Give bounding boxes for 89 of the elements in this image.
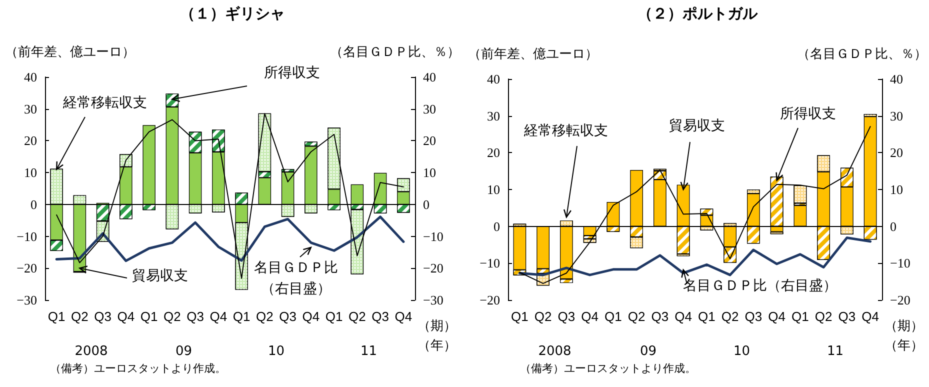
- text: 2008: [74, 344, 108, 359]
- text: 11: [360, 344, 378, 359]
- x-tick-label: Q3: [651, 309, 669, 324]
- x-tick-label: Q1: [792, 309, 809, 324]
- y2-axis-title: （名目ＧＤＰ比、％）: [330, 45, 460, 60]
- y-tick-label: −20: [16, 260, 37, 276]
- x-tick-label: Q4: [862, 309, 879, 324]
- text: 09: [175, 344, 192, 359]
- text: （備考）ユーロスタットより作成。: [520, 362, 696, 375]
- x-tick-label: Q2: [256, 309, 274, 324]
- y2-tick-label: −30: [423, 292, 444, 308]
- y2-tick-label: 20: [890, 145, 903, 160]
- x-tick-label: Q4: [581, 309, 598, 324]
- x-axis-title: （期）（年）: [884, 319, 924, 354]
- y2-tick-label: −20: [890, 292, 910, 308]
- legend-label: 名目ＧＤＰ比（右目盛）: [683, 278, 837, 294]
- text: 経常移転収支: [523, 123, 608, 139]
- y-axis-title: （前年差、億ユーロ）: [468, 47, 598, 62]
- y2-tick-label: 40: [890, 72, 903, 86]
- x-tick-label: Q4: [674, 309, 692, 324]
- x-tick-label: Q1: [232, 309, 250, 324]
- x-tick-label: Q3: [838, 309, 856, 324]
- y2-tick-label: 30: [890, 108, 903, 124]
- x-tick-label: Q1: [604, 309, 622, 324]
- text: 貿易収支: [669, 118, 725, 134]
- y-tick-label: −20: [480, 292, 500, 308]
- y2-tick-label: 10: [423, 165, 436, 180]
- x-tick-label: Q3: [744, 309, 762, 324]
- y-axis-title: （前年差、億ユーロ）: [5, 45, 135, 60]
- x-tick-label: Q2: [348, 309, 366, 324]
- x-tick-label: Q1: [140, 309, 158, 324]
- text: 所得収支: [780, 106, 836, 122]
- x-tick-label: Q1: [698, 309, 716, 324]
- x-tick-label: Q2: [721, 309, 739, 324]
- text: 11: [826, 344, 844, 359]
- x-tick-label: Q4: [210, 309, 228, 324]
- y2-tick-label: −20: [423, 260, 444, 276]
- y2-tick-label: 0: [423, 196, 430, 212]
- x-axis-title: （期）（年）: [418, 319, 456, 354]
- y2-tick-label: 0: [890, 218, 896, 234]
- x-tick-label: Q4: [302, 309, 320, 324]
- y-tick-label: −30: [16, 292, 37, 308]
- y-tick-label: 0: [494, 218, 500, 234]
- x-tick-label: Q1: [511, 309, 528, 324]
- x-tick-label: Q2: [71, 309, 88, 324]
- text: （備考）ユーロスタットより作成。: [50, 362, 226, 375]
- x-tick-label: Q4: [117, 309, 135, 324]
- x-tick-label: Q3: [279, 309, 296, 324]
- x-tick-label: Q4: [394, 309, 412, 324]
- x-tick-label: Q2: [164, 309, 181, 324]
- y2-axis-title: （名目ＧＤＰ比、％）: [797, 47, 927, 62]
- x-tick-label: Q3: [186, 309, 204, 324]
- y2-tick-label: −10: [890, 256, 910, 271]
- text: 10: [268, 344, 285, 359]
- text: 09: [640, 344, 657, 359]
- y-tick-label: 40: [487, 72, 500, 86]
- text: 10: [733, 344, 750, 359]
- y2-tick-label: 40: [423, 70, 436, 84]
- text: 2008: [538, 344, 572, 359]
- y2-tick-label: −10: [423, 228, 444, 244]
- x-tick-label: Q1: [48, 309, 66, 324]
- x-tick-label: Q3: [372, 309, 389, 324]
- y-tick-label: 30: [487, 108, 500, 124]
- text: 経常移転収支: [62, 95, 147, 111]
- y2-tick-label: 20: [423, 133, 436, 148]
- x-tick-label: Q2: [628, 309, 646, 324]
- chart-title: （２）ポルトガル: [638, 4, 758, 22]
- x-tick-label: Q1: [325, 309, 343, 324]
- x-tick-label: Q2: [534, 309, 552, 324]
- legend-label: 貿易収支: [132, 268, 188, 284]
- x-tick-label: Q4: [768, 309, 786, 324]
- y2-tick-label: 10: [890, 182, 903, 197]
- series-label: 名目ＧＤＰ比（右目盛）: [254, 260, 338, 297]
- y2-tick-label: 30: [423, 101, 436, 116]
- y-tick-label: 20: [487, 145, 500, 160]
- x-tick-label: Q3: [94, 309, 112, 324]
- y-tick-label: 0: [30, 196, 37, 212]
- y-tick-label: 10: [24, 165, 37, 180]
- y-tick-label: 20: [24, 133, 37, 148]
- y-tick-label: 10: [487, 182, 500, 197]
- y-tick-label: −10: [16, 228, 37, 244]
- y-tick-label: −10: [480, 256, 500, 271]
- text: 所得収支: [264, 65, 320, 81]
- y-tick-label: 40: [24, 70, 37, 84]
- y-tick-label: 30: [24, 101, 37, 116]
- chart-title: （１）ギリシャ: [180, 4, 285, 22]
- x-tick-label: Q2: [814, 309, 832, 324]
- line-series: [55, 216, 405, 262]
- x-tick-label: Q3: [558, 309, 576, 324]
